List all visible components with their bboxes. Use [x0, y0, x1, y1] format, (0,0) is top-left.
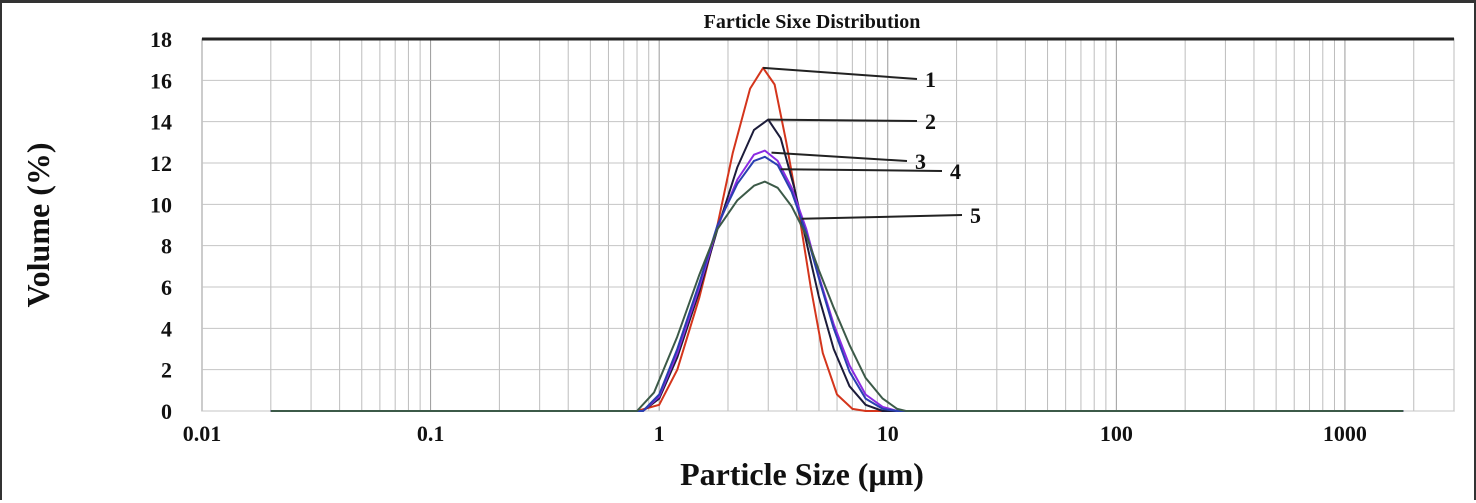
plot-border	[201, 38, 1455, 412]
leader-line-5	[801, 214, 963, 220]
y-tick-label: 0	[161, 399, 172, 424]
leader-line-4	[780, 168, 943, 172]
series-label-4: 4	[950, 159, 961, 184]
series-label-3: 3	[915, 149, 926, 174]
series-line-4	[270, 155, 1404, 412]
x-tick-label: 1000	[1323, 421, 1367, 446]
x-tick-labels: 0.01 0.1 1 10 100 1000	[183, 421, 1367, 446]
x-tick-label: 0.1	[417, 421, 445, 446]
x-tick-label: 10	[877, 421, 899, 446]
series-annotations: 1 2 3 45	[763, 66, 981, 228]
y-tick-label: 16	[150, 68, 172, 93]
x-tick-label: 1	[654, 421, 665, 446]
leader-line-1	[763, 66, 918, 80]
leader-line-2	[768, 118, 918, 122]
chart-title: Farticle Sixe Distribution	[704, 11, 921, 33]
x-tick-label: 100	[1100, 421, 1133, 446]
y-tick-label: 10	[150, 192, 172, 217]
series-line-3	[270, 149, 1404, 412]
series-label-1: 1	[925, 67, 936, 92]
y-tick-label: 18	[150, 27, 172, 52]
y-tick-label: 14	[150, 110, 172, 135]
series-line-2	[270, 118, 1404, 412]
series-group	[270, 66, 1404, 412]
y-tick-labels: 0 2 4 6 8 10 12 14 16 18	[150, 27, 172, 424]
y-tick-label: 2	[161, 358, 172, 383]
y-tick-label: 12	[150, 151, 172, 176]
x-axis-label: Particle Size (μm)	[680, 456, 924, 492]
series-label-2: 2	[925, 109, 936, 134]
y-tick-label: 8	[161, 234, 172, 259]
y-tick-label: 4	[161, 316, 172, 341]
y-tick-label: 6	[161, 275, 172, 300]
series-line-5	[270, 180, 1404, 412]
y-axis-label: Volume (%)	[20, 142, 56, 307]
series-label-5: 5	[970, 203, 981, 228]
leader-line-3	[771, 151, 908, 162]
grid	[201, 37, 1455, 412]
series-line-1	[270, 66, 1404, 412]
x-tick-label: 0.01	[183, 421, 222, 446]
